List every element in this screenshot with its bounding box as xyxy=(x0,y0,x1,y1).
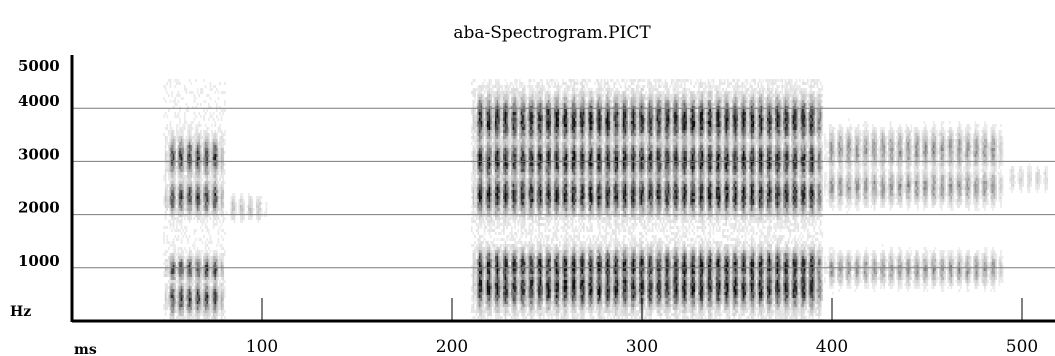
spectrogram-segment-a-vowel xyxy=(471,79,824,321)
spectrogram-segment-b-burst xyxy=(163,79,226,321)
x-tick-label-400: 400 xyxy=(816,337,848,356)
spectrogram-area xyxy=(163,79,1048,321)
spectrogram-segment-trail xyxy=(1009,163,1048,193)
y-tick-label-1000: 1000 xyxy=(18,252,60,270)
y-tick-label-3000: 3000 xyxy=(18,145,60,163)
x-tick-label-300: 300 xyxy=(626,337,658,356)
y-tick-label-4000: 4000 xyxy=(18,92,60,110)
x-axis-unit-label: ms xyxy=(74,342,97,356)
chart-title: aba-Spectrogram.PICT xyxy=(453,23,651,43)
grid-lines xyxy=(72,107,1055,269)
x-tick-label-100: 100 xyxy=(246,337,278,356)
x-axis-ticks: 100 200 300 400 500 xyxy=(246,298,1038,356)
spectrogram-segment-a-decay xyxy=(824,118,1004,295)
y-axis-ticks: 1000 2000 3000 4000 5000 xyxy=(18,57,60,270)
y-tick-label-5000: 5000 xyxy=(18,57,60,75)
x-tick-label-200: 200 xyxy=(436,337,468,356)
y-tick-label-2000: 2000 xyxy=(18,199,60,217)
x-tick-label-500: 500 xyxy=(1006,337,1038,356)
spectrogram-segment-burst-tail xyxy=(225,193,268,223)
y-axis-unit-label: Hz xyxy=(10,304,31,320)
